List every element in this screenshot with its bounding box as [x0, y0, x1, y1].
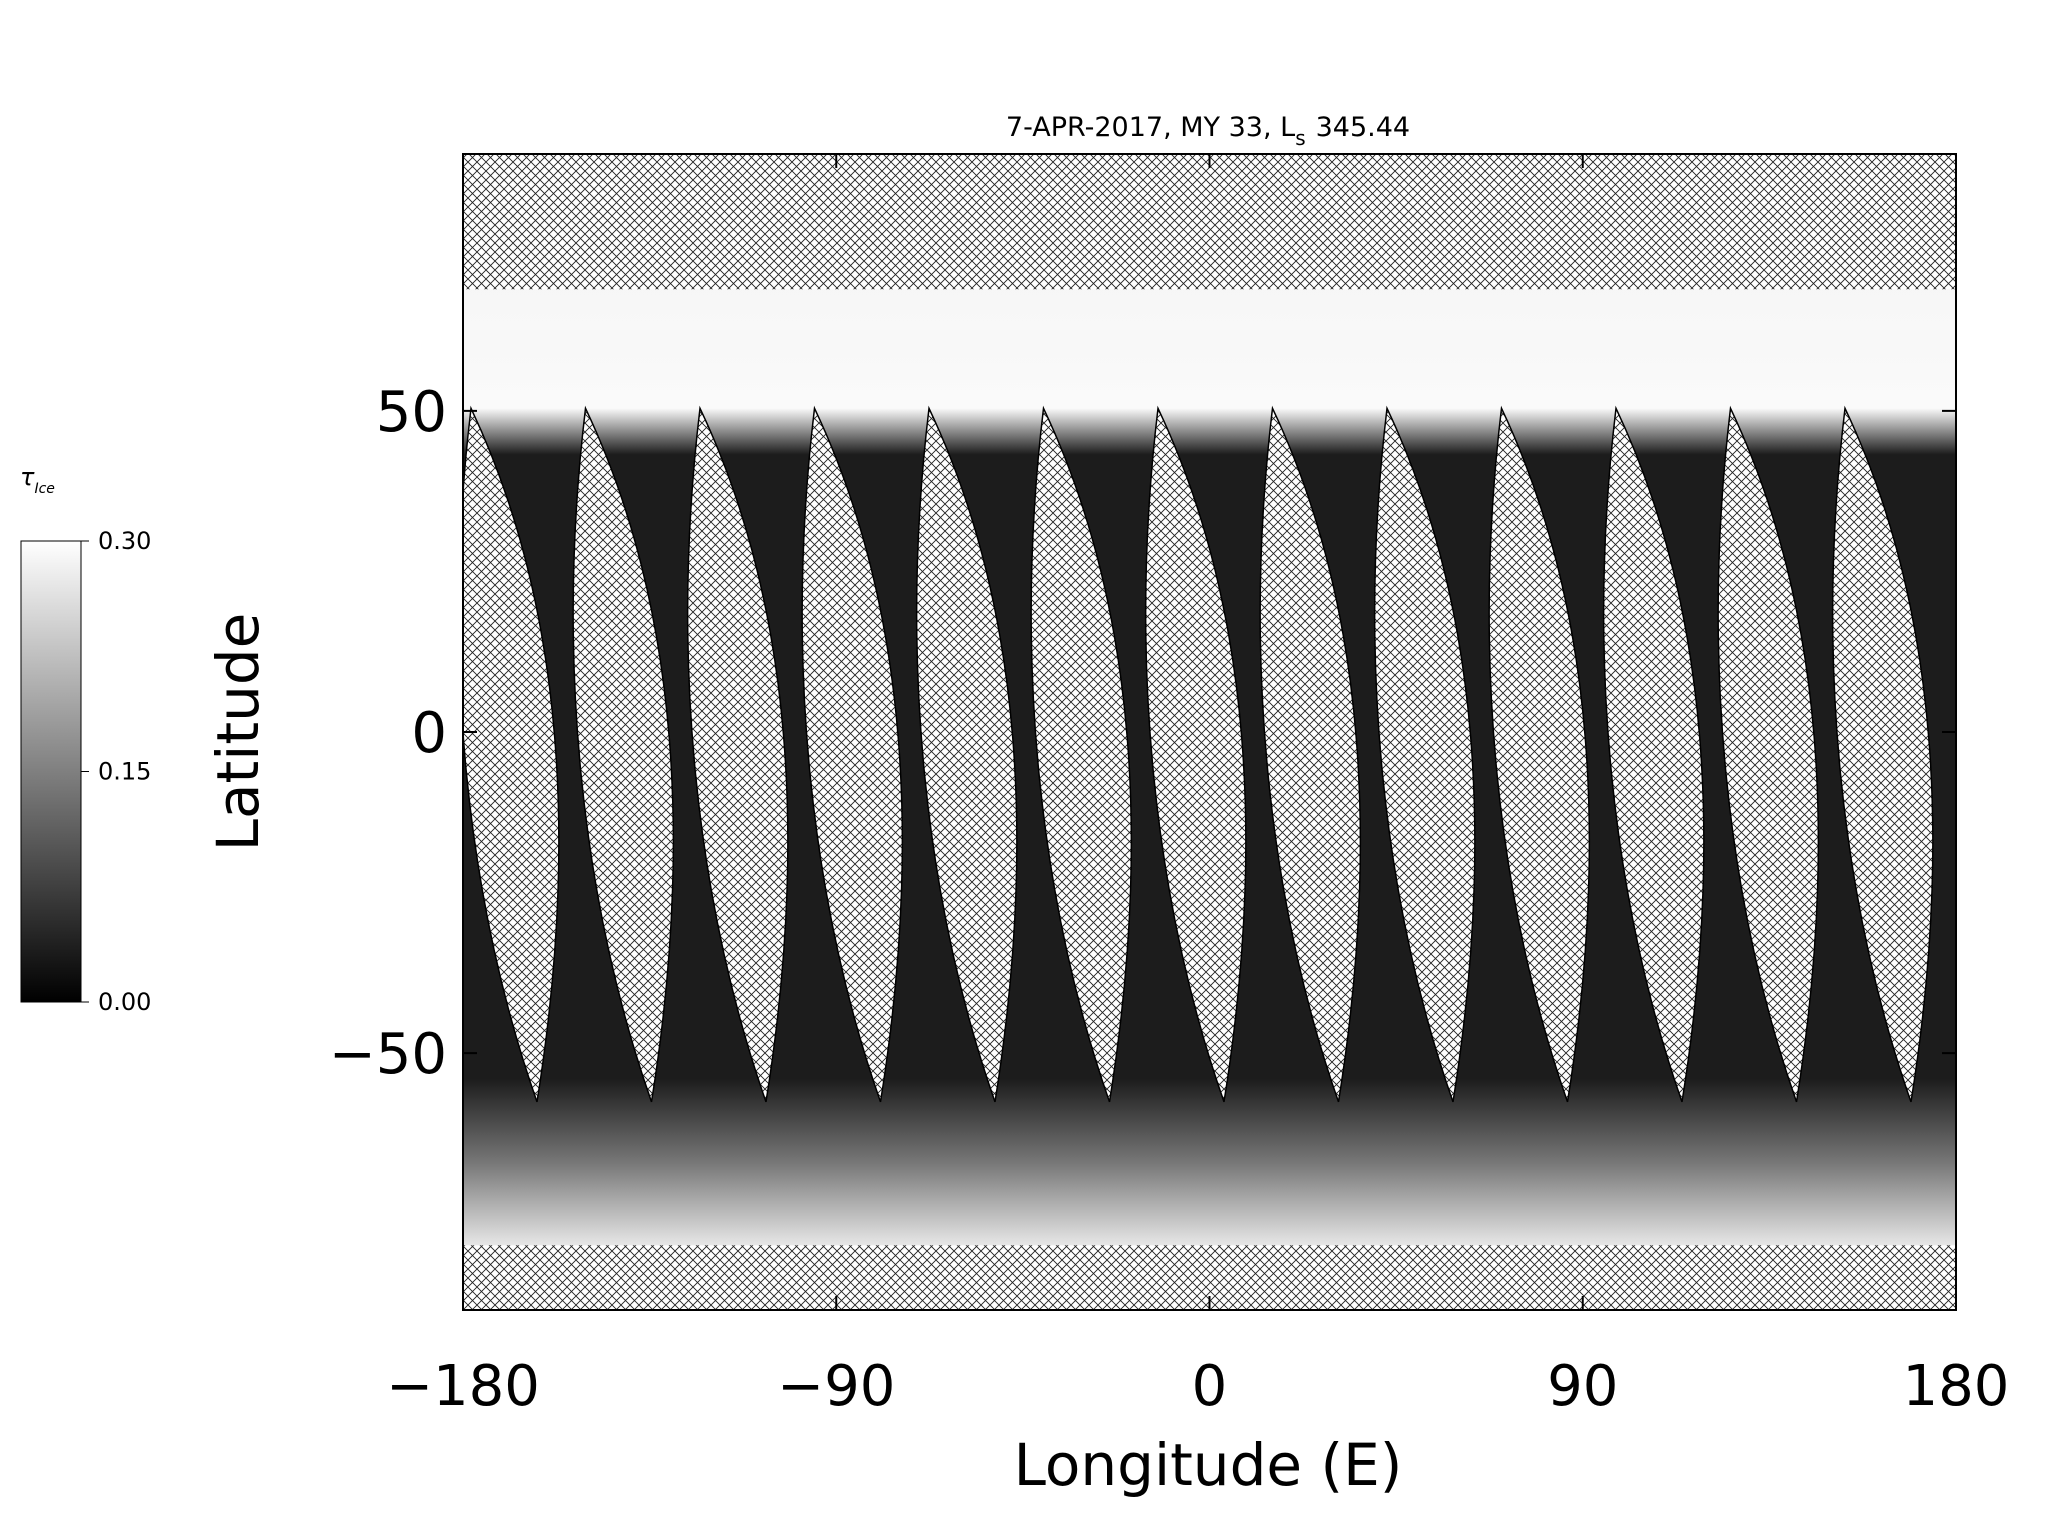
data-gap	[686, 405, 789, 1103]
x-tick-label: −90	[777, 1354, 895, 1419]
y-tick-label: 50	[376, 380, 447, 445]
data-gap	[572, 405, 675, 1103]
x-axis-label: Longitude (E)	[1014, 1431, 1403, 1499]
south-band	[463, 1078, 1956, 1247]
colorbar-symbol: τ	[20, 463, 35, 491]
x-tick-label: −180	[386, 1354, 540, 1419]
data-gap	[1030, 405, 1133, 1103]
colorbar-tick-label: 0.30	[98, 527, 151, 555]
colorbar-tick-label: 0.00	[98, 988, 151, 1016]
title-value: 345.44	[1316, 112, 1410, 143]
data-gap	[801, 405, 904, 1103]
data-gap	[1373, 405, 1476, 1103]
x-tick-label: 90	[1547, 1354, 1618, 1419]
colorbar-label: τIce	[20, 463, 55, 497]
colorbar-tick-label: 0.15	[98, 758, 151, 786]
north-band	[463, 269, 1956, 455]
y-tick-label: −50	[329, 1022, 447, 1087]
title-text: 7-APR-2017, MY 33, L	[1006, 112, 1295, 143]
data-gap	[1144, 405, 1247, 1103]
data-gap	[1602, 405, 1705, 1103]
data-gap	[1717, 405, 1820, 1103]
y-axis-label: Latitude	[204, 613, 272, 852]
map-image	[463, 154, 1956, 1310]
chart-title: 7-APR-2017, MY 33, Ls 345.44	[1006, 112, 1410, 150]
y-tick-label: 0	[411, 701, 447, 766]
colorbar-subscript: Ice	[34, 481, 54, 497]
data-gap	[1259, 405, 1362, 1103]
north-hatch	[463, 154, 1956, 290]
x-tick-label: 0	[1192, 1354, 1228, 1419]
data-gap	[463, 405, 560, 1103]
colorbar	[20, 540, 82, 1003]
title-subscript: s	[1295, 126, 1305, 150]
data-gap	[1831, 405, 1934, 1103]
data-gap	[915, 405, 1018, 1103]
x-tick-label: 180	[1903, 1354, 2010, 1419]
data-gap	[1488, 405, 1591, 1103]
